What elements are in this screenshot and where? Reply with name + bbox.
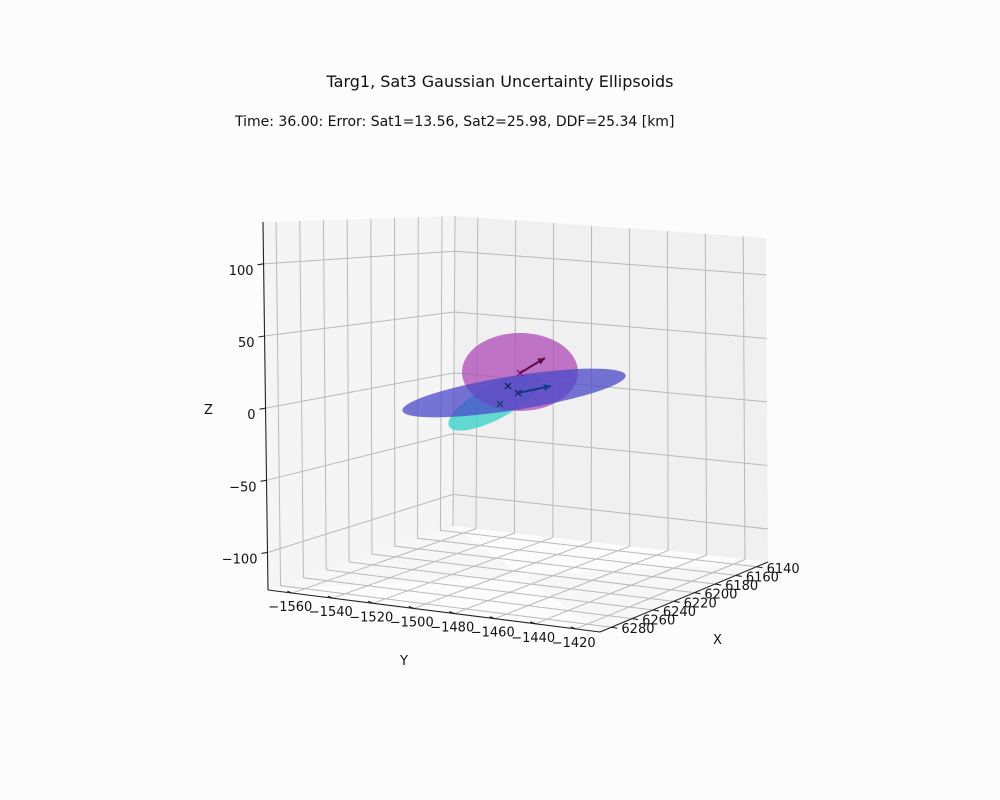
grid-line-y <box>292 217 479 594</box>
grid-line-x <box>346 219 674 602</box>
y-tick-mark <box>327 595 333 599</box>
y-tick-label: −1520 <box>349 610 393 625</box>
grid-line-x <box>299 220 633 620</box>
z-tick-label: 50 <box>238 336 255 351</box>
floor-pane <box>268 526 768 632</box>
y-tick-mark <box>449 611 455 615</box>
x-tick-label: 6160 <box>746 570 779 585</box>
grid-line-x <box>275 221 612 628</box>
x-axis-line <box>599 561 769 633</box>
axis-panes <box>263 216 768 632</box>
grid-lines <box>263 215 768 630</box>
y-tick-label: −1440 <box>511 631 555 646</box>
y-tick-mark <box>570 626 576 630</box>
y-tick-mark <box>530 621 536 625</box>
y-tick-label: −1420 <box>552 636 596 651</box>
grid-line-y <box>575 236 746 630</box>
y-axis-label: Y <box>399 654 408 669</box>
grid-line-x <box>370 218 695 594</box>
grid-line-y <box>535 233 708 625</box>
x-tick-label: 6260 <box>642 614 675 629</box>
z-tick-mark <box>259 407 266 410</box>
x-tick-mark <box>673 600 680 603</box>
tick-group: −1560−1540−1520−1500−1480−1460−1440−1420… <box>222 263 800 651</box>
z-tick-mark <box>260 479 267 482</box>
axis-edges <box>262 221 769 633</box>
left-wall-pane <box>263 216 455 590</box>
x-tick-mark <box>632 618 639 621</box>
z-axis-line <box>262 221 269 591</box>
grid-line-x <box>394 217 716 585</box>
z-axis-label: Z <box>204 403 213 418</box>
grid-line-x <box>417 217 736 576</box>
y-tick-label: −1460 <box>471 626 515 641</box>
z-tick-label: 100 <box>229 264 254 279</box>
back-wall-pane <box>453 216 768 562</box>
x-tick-mark <box>756 566 763 569</box>
x-tick-label: 6140 <box>767 562 800 577</box>
vector-group <box>517 357 552 394</box>
velocity-arrowhead <box>543 384 551 391</box>
ellipsoid-2 <box>402 368 626 418</box>
z-tick-label: 0 <box>247 408 255 423</box>
y-tick-mark <box>368 600 374 604</box>
x-tick-label: 6200 <box>704 588 737 603</box>
x-tick-mark <box>735 574 742 577</box>
grid-line-x <box>322 220 653 611</box>
velocity-arrowhead <box>537 358 545 365</box>
z-tick-label: −100 <box>222 552 258 567</box>
x-tick-mark <box>611 626 618 629</box>
grid-line-x <box>439 216 757 568</box>
x-tick-mark <box>715 583 722 586</box>
z-tick-mark <box>257 263 264 266</box>
y-axis-line <box>267 589 601 633</box>
grid-line-y <box>413 225 593 609</box>
x-tick-label: 6240 <box>663 605 696 620</box>
grid-line-y <box>454 228 631 615</box>
center-marker <box>496 400 504 408</box>
y-tick-mark <box>408 605 414 609</box>
y-tick-label: −1500 <box>390 615 434 630</box>
z-tick-mark <box>258 335 265 338</box>
x-tick-label: 6220 <box>684 596 717 611</box>
y-tick-label: −1540 <box>309 605 353 620</box>
y-tick-mark <box>489 616 495 620</box>
y-tick-mark <box>287 590 293 594</box>
grid-line-y <box>494 231 669 620</box>
y-tick-label: −1480 <box>430 621 474 636</box>
center-marker <box>504 382 512 390</box>
back-corner-edge <box>452 215 456 527</box>
x-tick-label: 6180 <box>725 579 758 594</box>
chart-subtitle: Time: 36.00: Error: Sat1=13.56, Sat2=25.… <box>235 114 675 130</box>
chart-title: Targ1, Sat3 Gaussian Uncertainty Ellipso… <box>326 72 674 91</box>
z-tick-mark <box>261 551 268 555</box>
grid-line-y <box>332 220 517 599</box>
grid-line-y <box>373 222 555 604</box>
x-tick-mark <box>652 609 659 612</box>
z-tick-label: −50 <box>229 480 256 495</box>
x-axis-label: X <box>713 633 722 648</box>
x-tick-label: 6280 <box>621 622 654 637</box>
x-tick-mark <box>694 592 701 595</box>
y-tick-label: −1560 <box>268 600 312 615</box>
